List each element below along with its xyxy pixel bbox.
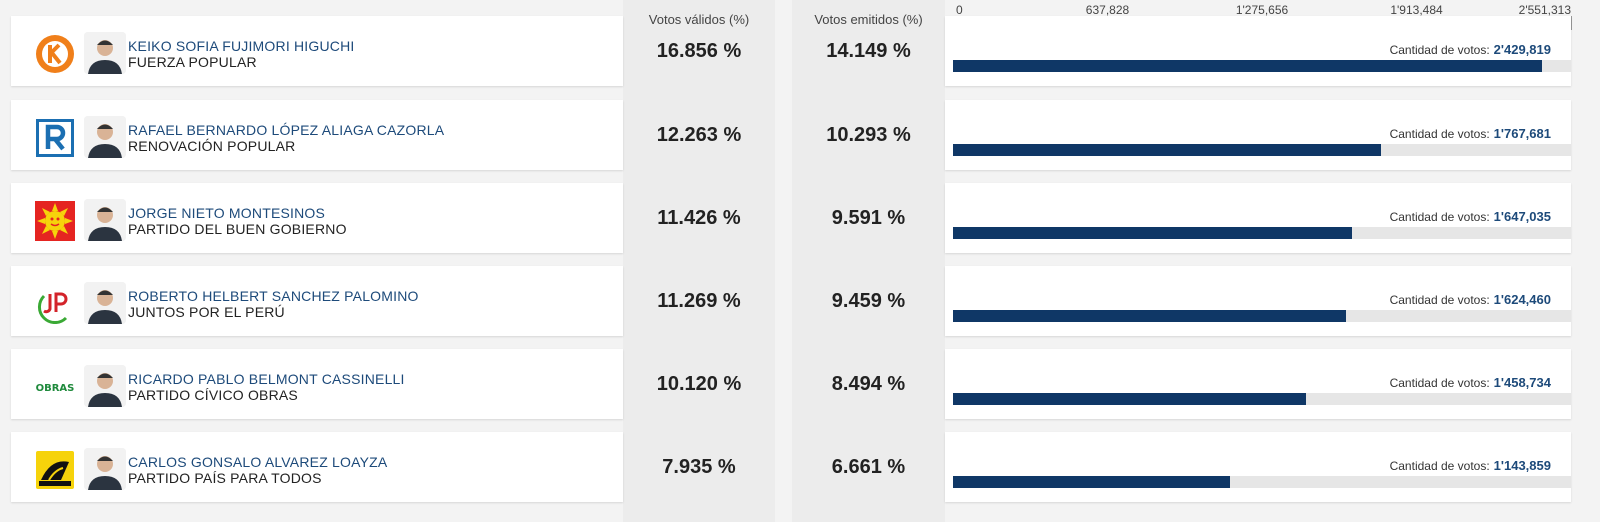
votes-card: [945, 183, 1571, 253]
axis-tick-label: 0: [956, 3, 963, 17]
axis-tick-label: 637,828: [1085, 3, 1130, 17]
candidate-name[interactable]: KEIKO SOFIA FUJIMORI HIGUCHI: [128, 38, 355, 54]
votes-bar-track: [953, 476, 1571, 488]
emitted-votes-percent: 6.661 %: [831, 455, 906, 478]
votes-count: Cantidad de votos: 1'458,734: [1390, 375, 1551, 390]
candidate-name[interactable]: RICARDO PABLO BELMONT CASSINELLI: [128, 371, 405, 387]
votes-count-label: Cantidad de votos:: [1389, 210, 1490, 224]
emitted-votes-header: Votos emitidos (%): [814, 11, 923, 27]
party-name: FUERZA POPULAR: [128, 54, 257, 70]
votes-bar: [953, 227, 1352, 239]
juntos-por-el-peru-jp-logo: [35, 284, 75, 325]
votes-count: Cantidad de votos: 1'647,035: [1390, 209, 1551, 224]
votes-bar-track: [953, 60, 1571, 72]
votes-bar: [953, 60, 1542, 72]
votes-count-label: Cantidad de votos:: [1389, 293, 1490, 307]
candidate-row[interactable]: RAFAEL BERNARDO LÓPEZ ALIAGA CAZORLA RENO…: [11, 100, 1571, 170]
votes-count-label: Cantidad de votos:: [1389, 376, 1490, 390]
votes-bar-track: [953, 310, 1571, 322]
votes-card: [945, 16, 1571, 86]
votes-count-value: 1'624,460: [1493, 292, 1551, 307]
candidate-photo: [84, 448, 126, 490]
emitted-votes-column-bg: [792, 0, 945, 522]
votes-count: Cantidad de votos: 1'143,859: [1390, 458, 1551, 473]
party-name: PARTIDO DEL BUEN GOBIERNO: [128, 221, 347, 237]
axis-tick: [1571, 16, 1572, 30]
votes-count-value: 2'429,819: [1493, 42, 1551, 57]
votes-bar-track: [953, 144, 1571, 156]
votes-card: [945, 266, 1571, 336]
votes-count: Cantidad de votos: 2'429,819: [1390, 42, 1551, 57]
emitted-votes-percent: 14.149 %: [826, 39, 911, 62]
renovacion-popular-r-logo: [35, 118, 75, 158]
votes-count-value: 1'647,035: [1493, 209, 1551, 224]
votes-count-value: 1'767,681: [1493, 126, 1551, 141]
candidate-row[interactable]: CARLOS GONSALO ALVAREZ LOAYZA PARTIDO PAÍ…: [11, 432, 1571, 502]
candidate-row[interactable]: KEIKO SOFIA FUJIMORI HIGUCHI FUERZA POPUL…: [11, 16, 1571, 86]
party-name: JUNTOS POR EL PERÚ: [128, 304, 285, 320]
valid-votes-percent: 16.856 %: [656, 39, 742, 62]
votes-count-value: 1'143,859: [1493, 458, 1551, 473]
valid-votes-header: Votos válidos (%): [648, 11, 750, 27]
candidate-name[interactable]: CARLOS GONSALO ALVAREZ LOAYZA: [128, 454, 388, 470]
votes-bar: [953, 310, 1347, 322]
votes-count: Cantidad de votos: 1'624,460: [1390, 292, 1551, 307]
votes-card: [945, 100, 1571, 170]
valid-votes-percent: 7.935 %: [662, 455, 736, 478]
emitted-votes-percent: 9.591 %: [831, 206, 906, 229]
votes-card: [945, 349, 1571, 419]
votes-count-label: Cantidad de votos:: [1389, 43, 1490, 57]
valid-votes-percent: 12.263 %: [656, 123, 742, 146]
votes-count-label: Cantidad de votos:: [1389, 127, 1490, 141]
votes-count-value: 1'458,734: [1493, 375, 1551, 390]
votes-bar: [953, 144, 1382, 156]
emitted-votes-percent: 9.459 %: [831, 289, 906, 312]
party-name: PARTIDO PAÍS PARA TODOS: [128, 470, 322, 486]
axis-tick-label: 2'551,313: [1518, 3, 1571, 17]
svg-text:OBRAS: OBRAS: [36, 383, 75, 394]
votes-card: [945, 432, 1571, 502]
candidate-name[interactable]: RAFAEL BERNARDO LÓPEZ ALIAGA CAZORLA: [128, 122, 445, 138]
votes-count: Cantidad de votos: 1'767,681: [1390, 126, 1551, 141]
candidate-photo: [84, 32, 126, 74]
candidate-name[interactable]: JORGE NIETO MONTESINOS: [128, 205, 326, 221]
axis-tick-label: 1'275,656: [1235, 3, 1289, 17]
candidate-row[interactable]: ROBERTO HELBERT SANCHEZ PALOMINO JUNTOS P…: [11, 266, 1571, 336]
valid-votes-percent: 10.120 %: [656, 372, 742, 395]
votes-bar-track: [953, 393, 1571, 405]
candidate-row[interactable]: OBRAS RICARDO PABLO BELMONT CASSINELLI PAR…: [11, 349, 1571, 419]
fuerza-popular-k-logo: [35, 34, 75, 74]
votes-bar-track: [953, 227, 1571, 239]
candidate-photo: [84, 116, 126, 158]
emitted-votes-percent: 10.293 %: [826, 123, 911, 146]
valid-votes-percent: 11.269 %: [657, 289, 741, 312]
buen-gobierno-sun-logo: [35, 201, 75, 241]
candidate-photo: [84, 365, 126, 407]
obras-logo: OBRAS: [35, 367, 75, 407]
pais-para-todos-logo: [35, 450, 75, 490]
emitted-votes-percent: 8.494 %: [831, 372, 906, 395]
votes-bar: [953, 476, 1231, 488]
party-name: PARTIDO CÍVICO OBRAS: [128, 387, 298, 403]
valid-votes-percent: 11.426 %: [657, 206, 741, 229]
votes-count-label: Cantidad de votos:: [1389, 459, 1490, 473]
axis-tick-label: 1'913,484: [1390, 3, 1443, 17]
candidate-row[interactable]: JORGE NIETO MONTESINOS PARTIDO DEL BUEN G…: [11, 183, 1571, 253]
valid-votes-column-bg: [623, 0, 775, 522]
candidate-photo: [84, 282, 126, 324]
candidate-name[interactable]: ROBERTO HELBERT SANCHEZ PALOMINO: [128, 288, 419, 304]
candidate-photo: [84, 199, 126, 241]
party-name: RENOVACIÓN POPULAR: [128, 138, 296, 154]
votes-bar: [953, 393, 1307, 405]
